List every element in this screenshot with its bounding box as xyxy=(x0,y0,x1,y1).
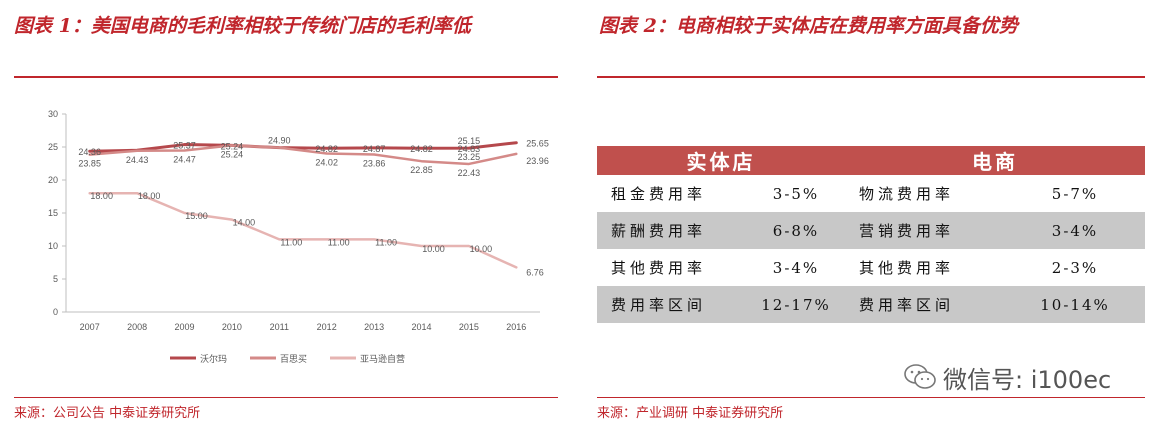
x-tick-label: 2009 xyxy=(174,322,194,332)
table-row: 费用率区间 12-17% 费用率区间 10-14% xyxy=(597,286,1145,323)
data-label: 25.65 xyxy=(526,139,549,149)
x-tick-label: 2010 xyxy=(222,322,242,332)
data-label: 11.00 xyxy=(328,237,350,247)
data-label: 22.85 xyxy=(410,165,433,175)
data-label: 23.25 xyxy=(458,152,481,162)
chart-axes: 0 5 10 15 20 25 30 2007 2008 2009 2010 2011 2012 2013… xyxy=(48,109,540,332)
store-value: 6-8% xyxy=(747,212,845,249)
source-divider xyxy=(14,397,558,398)
legend-label: 沃尔玛 xyxy=(200,353,227,364)
ecom-value: 5-7% xyxy=(1051,184,1099,203)
table-row: 其他费用率 3-4% 其他费用率 2-3% xyxy=(597,249,1145,286)
data-label: 6.76 xyxy=(526,267,544,277)
data-label: 15.00 xyxy=(185,211,208,221)
wechat-icon xyxy=(904,364,936,389)
store-item: 租金费用率 xyxy=(611,185,707,203)
data-label: 23.85 xyxy=(78,159,101,169)
ecom-value: 2-3% xyxy=(1051,258,1099,277)
chart-data-labels: 24.36 25.37 25.24 24.82 24.87 24.82 24.83 25.65… xyxy=(78,136,548,278)
source-divider xyxy=(597,397,1145,398)
ecom-value: 10-14% xyxy=(1005,286,1145,323)
data-label: 10.00 xyxy=(422,244,445,254)
store-item: 其他费用率 xyxy=(611,259,707,277)
y-tick-label: 10 xyxy=(48,241,58,251)
x-tick-label: 2015 xyxy=(459,322,479,332)
data-label: 24.43 xyxy=(126,155,149,165)
gross-margin-line-chart: 0 5 10 15 20 25 30 2007 2008 2009 2010 2011 2012 2013… xyxy=(48,109,549,364)
figure-1-source: 来源：公司公告 中泰证券研究所 xyxy=(14,406,201,421)
expense-ratio-table: 实体店 电商 租金费用率 3-5% 物流费用率 5-7% 薪酬费用率 6-8% … xyxy=(597,146,1145,323)
data-label: 11.00 xyxy=(280,237,302,247)
data-label: 25.24 xyxy=(221,149,244,159)
data-label: 18.00 xyxy=(138,191,161,201)
figure-2-panel: 图表 2：电商相较于实体店在费用率方面具备优势 实体店 电商 租金费用率 3-5… xyxy=(585,0,1156,427)
data-label: 24.82 xyxy=(410,144,433,154)
figure-2-source: 来源：产业调研 中泰证券研究所 xyxy=(597,406,784,421)
store-item: 薪酬费用率 xyxy=(597,212,747,249)
watermark-text: 微信号: i100ec xyxy=(943,365,1112,394)
data-label: 23.86 xyxy=(363,159,386,169)
data-label: 24.02 xyxy=(315,157,338,167)
figure-2-title: 图表 2：电商相较于实体店在费用率方面具备优势 xyxy=(599,15,1018,37)
data-label: 24.87 xyxy=(363,144,386,154)
y-tick-label: 20 xyxy=(48,175,58,185)
store-value: 12-17% xyxy=(747,286,845,323)
x-tick-label: 2014 xyxy=(411,322,431,332)
y-tick-label: 5 xyxy=(53,274,58,284)
y-tick-label: 30 xyxy=(48,109,58,119)
data-label: 24.36 xyxy=(78,147,101,157)
x-tick-label: 2007 xyxy=(80,322,100,332)
y-tick-label: 0 xyxy=(53,307,58,317)
ecom-item: 物流费用率 xyxy=(859,185,955,203)
store-item: 费用率区间 xyxy=(597,286,747,323)
data-label: 25.24 xyxy=(221,141,244,151)
wechat-watermark: 微信号: i100ec xyxy=(903,361,1112,394)
data-label: 25.15 xyxy=(458,136,481,146)
x-tick-label: 2012 xyxy=(317,322,337,332)
series-line-2 xyxy=(88,191,518,269)
table-header-row: 实体店 电商 xyxy=(597,146,1145,175)
data-label: 18.00 xyxy=(90,191,113,201)
x-tick-label: 2016 xyxy=(506,322,526,332)
x-tick-label: 2011 xyxy=(270,322,289,332)
data-label: 24.82 xyxy=(315,144,338,154)
title-divider xyxy=(597,76,1145,78)
chart-legend: 沃尔玛 百思买 亚马逊自营 xyxy=(170,353,405,364)
data-label: 23.96 xyxy=(526,156,549,166)
title-divider xyxy=(14,76,558,78)
ecom-value: 3-4% xyxy=(1005,212,1145,249)
table-row: 租金费用率 3-5% 物流费用率 5-7% xyxy=(597,175,1145,212)
data-label: 24.47 xyxy=(173,154,196,164)
x-tick-label: 2013 xyxy=(364,322,384,332)
header-physical-store: 实体店 xyxy=(597,146,845,175)
ecom-item: 其他费用率 xyxy=(859,259,955,277)
chart-series xyxy=(88,141,518,269)
legend-label: 亚马逊自营 xyxy=(360,353,405,364)
store-value: 3-5% xyxy=(772,184,820,203)
data-label: 24.90 xyxy=(268,136,291,146)
figure-1-title: 图表 1：美国电商的毛利率相较于传统门店的毛利率低 xyxy=(14,15,471,37)
legend-label: 百思买 xyxy=(280,354,307,364)
table-row: 薪酬费用率 6-8% 营销费用率 3-4% xyxy=(597,212,1145,249)
figure-1-panel: 图表 1：美国电商的毛利率相较于传统门店的毛利率低 0 5 10 15 20 25 30 20… xyxy=(0,0,565,427)
series-line-1 xyxy=(88,144,518,166)
ecom-item: 营销费用率 xyxy=(845,212,1005,249)
y-tick-label: 25 xyxy=(48,142,58,152)
x-tick-label: 2008 xyxy=(127,322,147,332)
ecom-item: 费用率区间 xyxy=(845,286,1005,323)
data-label: 24.83 xyxy=(458,144,481,154)
y-tick-label: 15 xyxy=(48,208,58,218)
header-ecommerce: 电商 xyxy=(845,146,1145,175)
series-line-0 xyxy=(88,141,518,153)
data-label: 10.00 xyxy=(470,244,493,254)
data-label: 25.37 xyxy=(173,141,196,151)
data-label: 22.43 xyxy=(458,168,481,178)
data-label: 14.00 xyxy=(233,218,256,228)
store-value: 3-4% xyxy=(772,258,820,277)
data-label: 11.00 xyxy=(375,237,397,247)
